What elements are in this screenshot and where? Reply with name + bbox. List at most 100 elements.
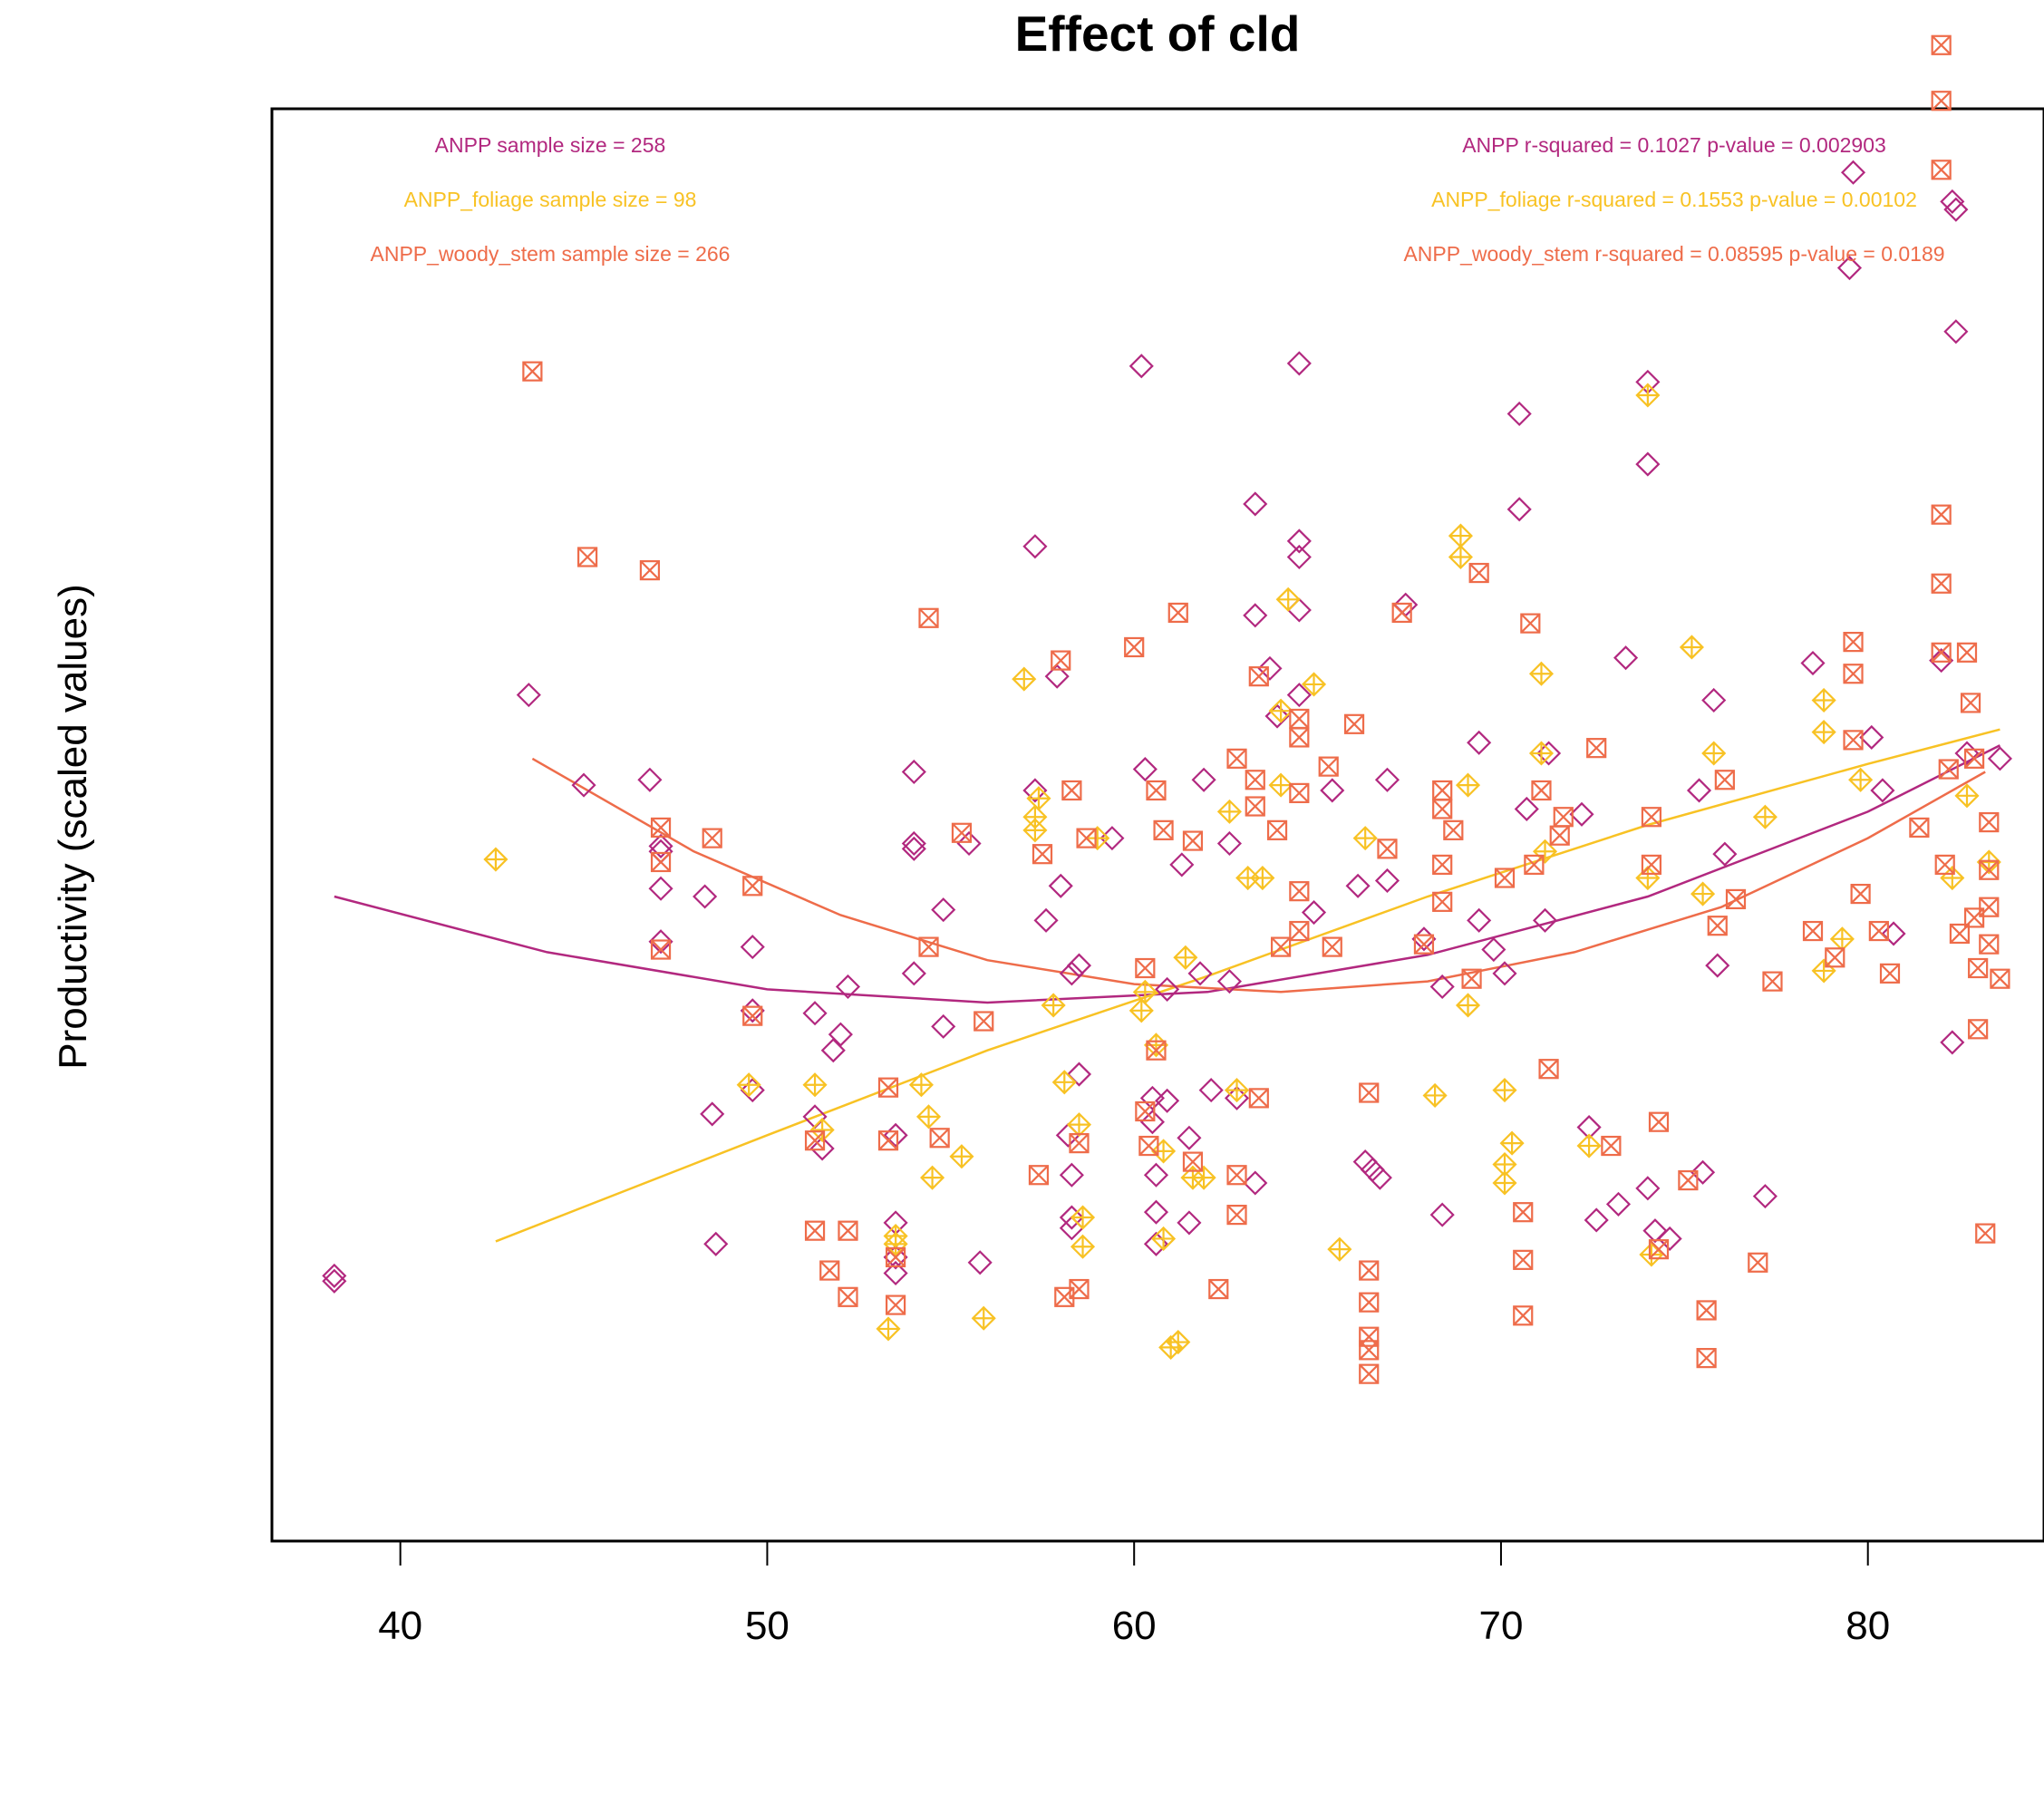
data-point bbox=[1289, 727, 1310, 748]
data-point bbox=[1532, 839, 1558, 864]
data-point bbox=[1066, 1112, 1092, 1138]
data-point bbox=[1538, 1059, 1559, 1080]
data-point bbox=[639, 560, 661, 581]
data-point bbox=[918, 607, 939, 628]
data-point bbox=[1601, 1135, 1622, 1157]
data-point bbox=[883, 1231, 908, 1256]
data-point bbox=[949, 1144, 974, 1169]
data-point bbox=[1943, 197, 1969, 222]
data-point bbox=[1224, 1078, 1250, 1103]
data-point bbox=[1931, 160, 1952, 180]
data-point bbox=[828, 1022, 853, 1047]
data-point bbox=[1138, 1135, 1159, 1157]
data-point bbox=[1320, 778, 1345, 803]
data-point bbox=[1492, 961, 1517, 986]
data-point bbox=[1139, 1085, 1165, 1110]
data-point bbox=[1359, 1082, 1380, 1103]
data-point bbox=[1032, 844, 1053, 865]
data-point bbox=[1642, 1218, 1668, 1244]
data-point bbox=[951, 822, 973, 843]
data-point bbox=[1848, 767, 1874, 792]
data-point bbox=[1802, 920, 1824, 942]
data-point bbox=[1216, 830, 1242, 857]
data-point bbox=[516, 683, 541, 708]
data-point bbox=[1429, 1202, 1455, 1227]
data-point bbox=[1657, 1226, 1682, 1252]
data-point bbox=[1432, 854, 1453, 875]
data-point bbox=[1531, 780, 1552, 801]
data-point bbox=[1216, 799, 1242, 824]
data-point bbox=[740, 1078, 765, 1103]
data-point bbox=[1931, 504, 1952, 525]
data-point bbox=[1146, 780, 1167, 801]
data-point bbox=[1069, 1278, 1090, 1300]
data-point bbox=[1085, 826, 1110, 851]
data-point bbox=[1968, 957, 1989, 979]
data-point bbox=[883, 1245, 908, 1270]
data-point bbox=[1182, 830, 1204, 851]
data-point bbox=[1520, 613, 1541, 634]
data-point bbox=[1584, 1207, 1609, 1233]
data-point bbox=[1696, 1300, 1717, 1321]
data-point bbox=[1492, 1078, 1517, 1103]
data-point bbox=[1432, 891, 1453, 912]
data-point bbox=[1245, 770, 1265, 790]
data-point bbox=[1940, 1030, 1965, 1055]
data-point bbox=[1859, 724, 1884, 751]
data-point bbox=[1850, 883, 1871, 905]
data-point bbox=[1701, 741, 1727, 766]
data-point bbox=[1187, 961, 1213, 986]
stat-annotations: ANPP sample size = 258 ANPP_foliage sampl… bbox=[371, 133, 1945, 266]
data-point bbox=[1264, 703, 1290, 729]
data-point bbox=[920, 1165, 945, 1190]
fit-line bbox=[495, 728, 2000, 1243]
data-point bbox=[1413, 934, 1435, 955]
data-point bbox=[1979, 897, 2000, 917]
data-point bbox=[1524, 854, 1545, 875]
data-point bbox=[1811, 958, 1836, 984]
data-point bbox=[1712, 841, 1738, 867]
data-point bbox=[1940, 189, 1965, 214]
data-point bbox=[571, 772, 596, 798]
data-point bbox=[1226, 1165, 1247, 1186]
data-point bbox=[804, 1130, 826, 1151]
data-point bbox=[1979, 811, 2000, 833]
data-point bbox=[1960, 693, 1981, 713]
data-point bbox=[1836, 255, 1863, 281]
data-point bbox=[1167, 602, 1188, 624]
data-point bbox=[1301, 899, 1327, 926]
fit-line bbox=[531, 757, 1986, 994]
data-point bbox=[1931, 34, 1952, 55]
data-point bbox=[1455, 993, 1481, 1018]
data-point bbox=[1044, 664, 1070, 689]
data-point bbox=[1931, 573, 1952, 594]
data-point bbox=[1360, 1157, 1385, 1182]
data-point bbox=[1931, 91, 1952, 111]
data-point bbox=[838, 1286, 858, 1307]
data-point bbox=[1166, 1329, 1191, 1355]
data-point bbox=[1843, 664, 1864, 684]
data-point bbox=[1135, 957, 1156, 979]
data-point bbox=[1250, 865, 1275, 891]
data-point bbox=[835, 974, 861, 1000]
data-point bbox=[1940, 865, 1965, 891]
data-point bbox=[1678, 1169, 1699, 1191]
chart-title: Effect of cld bbox=[1015, 5, 1301, 62]
data-point bbox=[1635, 865, 1661, 891]
data-point bbox=[1752, 804, 1778, 829]
data-point bbox=[1270, 936, 1292, 957]
data-point bbox=[1679, 635, 1704, 660]
data-point bbox=[1327, 1236, 1352, 1262]
data-point bbox=[1301, 672, 1327, 697]
data-point bbox=[883, 1260, 908, 1286]
data-point bbox=[648, 876, 673, 901]
data-point bbox=[693, 884, 718, 909]
data-point bbox=[1748, 1252, 1768, 1273]
data-point bbox=[1881, 921, 1906, 946]
data-point bbox=[1639, 1242, 1664, 1267]
data-point bbox=[1345, 873, 1371, 898]
fit-stats-annotation: ANPP_foliage r-squared = 0.1553 p-value … bbox=[1431, 188, 1917, 211]
data-point bbox=[1359, 1326, 1380, 1347]
data-point bbox=[1266, 819, 1288, 840]
data-point bbox=[1359, 1292, 1380, 1313]
